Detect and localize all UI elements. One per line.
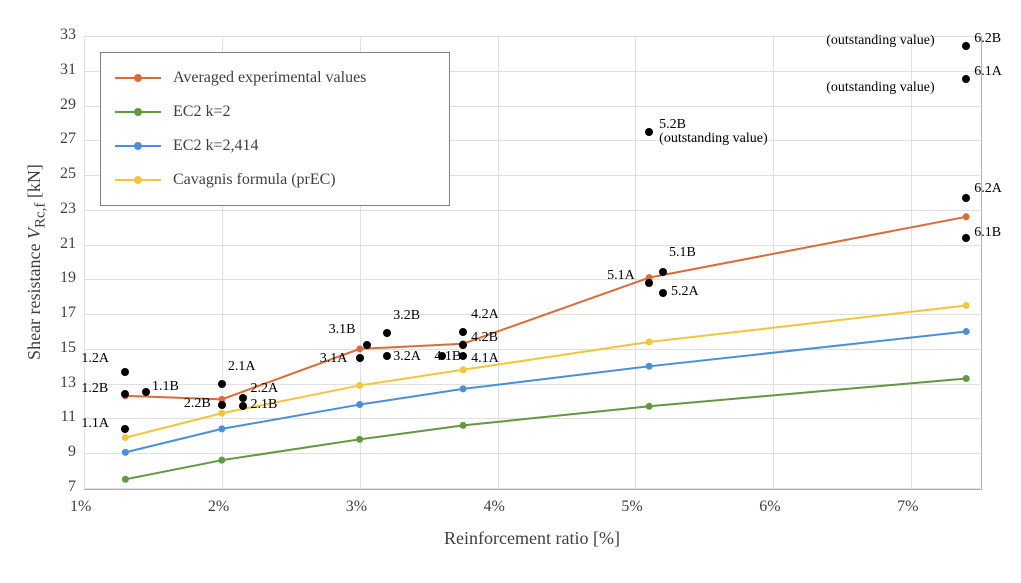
- data-point-label: 4.1B: [434, 349, 461, 365]
- legend-item: EC2 k=2,414: [115, 129, 435, 163]
- legend-item: Cavagnis formula (prEC): [115, 163, 435, 197]
- data-point: [659, 268, 667, 276]
- annotation-outstanding: (outstanding value): [826, 33, 934, 49]
- legend-item: Averaged experimental values: [115, 61, 435, 95]
- series-marker: [646, 363, 653, 370]
- data-point-label: 3.2A: [393, 349, 421, 365]
- series-marker: [356, 436, 363, 443]
- data-point-label: 6.2B: [974, 31, 1001, 47]
- series-marker: [122, 476, 129, 483]
- series-marker: [646, 403, 653, 410]
- data-point: [121, 368, 129, 376]
- legend: Averaged experimental values EC2 k=2 EC2 k…: [100, 52, 450, 206]
- series-marker: [963, 328, 970, 335]
- legend-label: EC2 k=2,414: [173, 137, 258, 155]
- data-point-label: 2.1B: [251, 397, 278, 413]
- data-point-label: 2.2B: [184, 396, 211, 412]
- data-point: [218, 401, 226, 409]
- data-point: [645, 279, 653, 287]
- data-point-label: 1.1A: [81, 416, 109, 432]
- data-point: [218, 380, 226, 388]
- series-marker: [356, 382, 363, 389]
- series-marker: [460, 385, 467, 392]
- legend-label: Averaged experimental values: [173, 69, 366, 87]
- legend-label: EC2 k=2: [173, 103, 230, 121]
- series-marker: [218, 457, 225, 464]
- series-marker: [460, 366, 467, 373]
- data-point-label: 4.2A: [471, 307, 499, 323]
- data-point: [239, 402, 247, 410]
- data-point: [356, 354, 364, 362]
- series-marker: [122, 434, 129, 441]
- series-marker: [122, 449, 129, 456]
- series-marker: [963, 302, 970, 309]
- series-marker: [460, 422, 467, 429]
- data-point-label: 2.1A: [228, 359, 256, 375]
- data-point: [121, 390, 129, 398]
- data-point-label: 1.2B: [81, 381, 108, 397]
- data-point-label: 3.1B: [329, 322, 356, 338]
- series-marker: [963, 213, 970, 220]
- data-point: [659, 289, 667, 297]
- data-point-label: 4.1A: [471, 351, 499, 367]
- legend-swatch: [115, 170, 161, 190]
- data-point: [962, 194, 970, 202]
- annotation-outstanding: (outstanding value): [659, 131, 767, 147]
- data-point: [239, 394, 247, 402]
- data-point-label: 6.1A: [974, 64, 1002, 80]
- legend-swatch: [115, 102, 161, 122]
- data-point-label: 5.1A: [607, 268, 635, 284]
- data-point-label: 3.2B: [393, 308, 420, 324]
- annotation-outstanding: (outstanding value): [826, 80, 934, 96]
- data-point-label: 1.1B: [152, 379, 179, 395]
- series-marker: [646, 338, 653, 345]
- data-point: [121, 425, 129, 433]
- data-point: [363, 341, 371, 349]
- data-point-label: 5.1B: [669, 245, 696, 261]
- legend-swatch: [115, 68, 161, 88]
- series-marker: [218, 425, 225, 432]
- data-point-label: 6.2A: [974, 181, 1002, 197]
- data-point-label: 5.2A: [671, 284, 699, 300]
- series-marker: [356, 401, 363, 408]
- data-point: [383, 329, 391, 337]
- data-point: [459, 341, 467, 349]
- data-point: [962, 234, 970, 242]
- data-point-label: 6.1B: [974, 225, 1001, 241]
- data-point: [142, 388, 150, 396]
- data-point: [383, 352, 391, 360]
- series-marker: [963, 375, 970, 382]
- series-marker: [218, 410, 225, 417]
- legend-item: EC2 k=2: [115, 95, 435, 129]
- legend-swatch: [115, 136, 161, 156]
- data-point-label: 1.2A: [81, 351, 109, 367]
- data-point-label: 2.2A: [251, 381, 279, 397]
- data-point-label: 3.1A: [320, 351, 348, 367]
- data-point: [459, 328, 467, 336]
- data-point: [962, 42, 970, 50]
- data-point-label: 4.2B: [471, 330, 498, 346]
- chart-root: 791113151719212325272931331%2%3%4%5%6%7%…: [0, 0, 1021, 583]
- legend-label: Cavagnis formula (prEC): [173, 171, 336, 189]
- data-point: [962, 75, 970, 83]
- data-point: [645, 128, 653, 136]
